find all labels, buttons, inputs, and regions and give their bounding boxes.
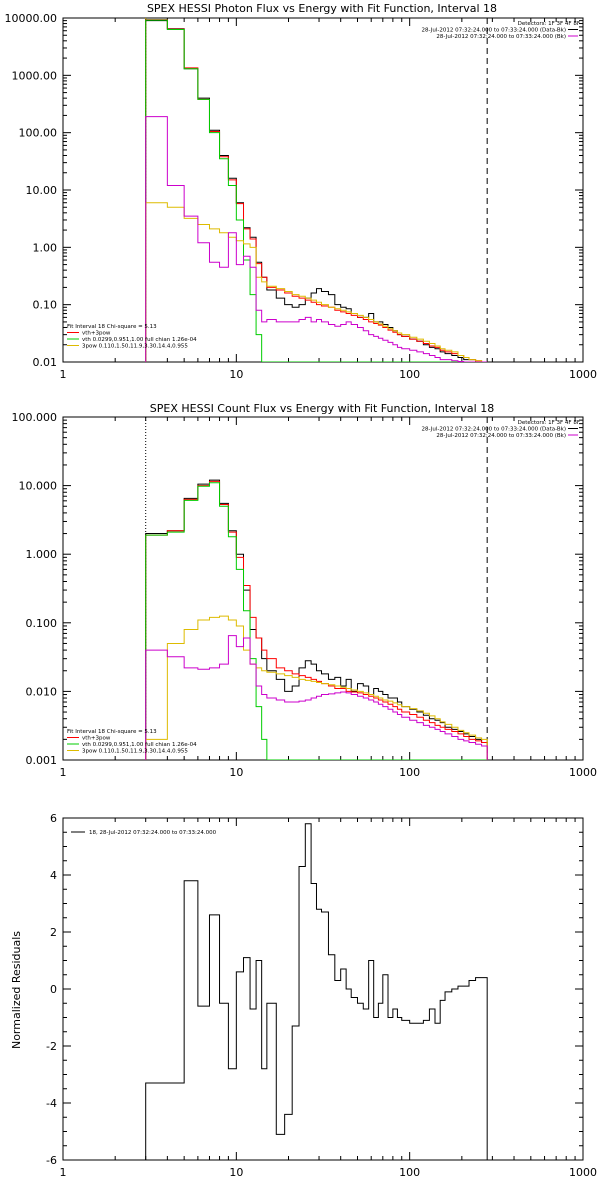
plot-frame xyxy=(62,17,584,363)
x-tick-label: 1 xyxy=(60,766,67,779)
x-tick-label: 10 xyxy=(229,368,243,381)
y-tick-label: 0.001 xyxy=(26,754,58,767)
x-tick-label: 1 xyxy=(60,368,67,381)
residuals-y-label: Normalized Residuals xyxy=(10,931,23,1049)
y-tick-label: 0.100 xyxy=(26,617,58,630)
x-tick-label: 10 xyxy=(229,1166,243,1179)
y-tick-label: -6 xyxy=(46,1154,57,1167)
legend-top-text: 28-Jul-2012 07:32:24.000 to 07:33:24.000… xyxy=(422,28,567,34)
series-line xyxy=(145,19,488,362)
y-tick-label: 100.00 xyxy=(19,127,58,140)
y-tick-label: 0.010 xyxy=(26,685,58,698)
legend-bottom-text: vth+3pow xyxy=(82,331,111,337)
photon-flux-plot: 1 10 100 1000 0.01 0.10 1.00 10.00 100.00 1000.00… xyxy=(5,12,598,381)
series-line xyxy=(145,482,488,760)
legend-top-text: 28-Jul-2012 07:32:24.000 to 07:33:24.000… xyxy=(422,427,567,433)
y-tick-label: 1.00 xyxy=(33,241,58,254)
y-tick-label: 6 xyxy=(50,812,57,825)
x-tick-label: 1 xyxy=(60,1166,67,1179)
photon-flux-title: SPEX HESSI Photon Flux vs Energy with Fi… xyxy=(147,2,497,15)
series-line xyxy=(145,823,488,1160)
x-tick-label: 10 xyxy=(229,766,243,779)
y-tick-label: 10.00 xyxy=(26,184,58,197)
y-tick-label: 10000.00 xyxy=(5,12,58,25)
series-group xyxy=(145,19,488,362)
count-flux-panel: SPEX HESSI Count Flux vs Energy with Fit… xyxy=(12,402,598,779)
series-group xyxy=(145,823,488,1160)
photon-flux-panel: SPEX HESSI Photon Flux vs Energy with Fi… xyxy=(5,2,598,381)
series-line xyxy=(145,116,488,362)
legend-top-text: Detectors: 1F 3F 4F 8F xyxy=(518,21,580,27)
legend-bottom-text: vth 0.0299,0.951,1.00 full chian 1.26e-0… xyxy=(82,337,197,343)
legend-bottom-text: Fit Interval 18 Chi-square = 5.13 xyxy=(67,729,157,735)
y-tick-label: 1000.00 xyxy=(12,69,58,82)
legend-bottom-text: vth 0.0299,0.951,1.00 full chian 1.26e-0… xyxy=(82,742,197,748)
legend-top-text: Detectors: 1F 3F 4F 8F xyxy=(518,420,580,426)
series-line xyxy=(145,479,488,760)
x-tick-label: 100 xyxy=(399,1166,420,1179)
legend-text: 18, 28-Jul-2012 07:32:24.000 to 07:33:24… xyxy=(89,830,217,836)
y-tick-label: 0.01 xyxy=(33,356,58,369)
legend-bottom-text: Fit Interval 18 Chi-square = 5.13 xyxy=(67,324,157,330)
residuals-panel: Normalized Residuals 1 10 100 1000 -6 -4 -2 0 2 4… xyxy=(10,812,597,1179)
legend-bottom-text: 3pow 0.110,1.50,11.9,3.30,14.4,0.955 xyxy=(82,344,188,350)
y-tick-label: 1.000 xyxy=(26,548,58,561)
x-tick-label: 100 xyxy=(399,766,420,779)
series-line xyxy=(145,202,488,362)
plot-frame xyxy=(62,817,584,1161)
legend-bottom-text: 3pow 0.110,1.50,11.9,3.30,14.4,0.955 xyxy=(82,749,188,755)
x-tick-label: 100 xyxy=(399,368,420,381)
legend-bottom-text: vth+3pow xyxy=(82,736,111,742)
series-line xyxy=(145,635,488,760)
y-tick-label: -4 xyxy=(46,1097,57,1110)
y-tick-label: -2 xyxy=(46,1040,57,1053)
y-tick-label: 0 xyxy=(50,983,57,996)
series-line xyxy=(145,615,488,760)
plot-frame xyxy=(62,416,584,761)
x-tick-label: 1000 xyxy=(569,368,597,381)
series-line xyxy=(145,20,488,362)
x-tick-label: 1000 xyxy=(569,1166,597,1179)
y-tick-label: 4 xyxy=(50,869,57,882)
series-group xyxy=(145,479,488,760)
series-line xyxy=(145,480,488,760)
legend-top-text: 28-Jul-2012 07:32:24.000 to 07:33:24.000… xyxy=(436,34,566,40)
x-tick-label: 1000 xyxy=(569,766,597,779)
y-tick-label: 10.000 xyxy=(19,480,58,493)
y-tick-label: 0.10 xyxy=(33,299,58,312)
residuals-plot: 1 10 100 1000 -6 -4 -2 0 2 4 6 18, 28-Jul-2012 07:3… xyxy=(46,812,597,1179)
y-tick-label: 2 xyxy=(50,926,57,939)
legend-top-text: 28-Jul-2012 07:32:24.000 to 07:33:24.000… xyxy=(436,433,566,439)
count-flux-plot: 1 10 100 1000 0.001 0.010 0.100 1.000 10.000 100.… xyxy=(12,411,598,779)
series-line xyxy=(145,19,488,362)
y-tick-label: 100.000 xyxy=(12,411,58,424)
count-flux-title: SPEX HESSI Count Flux vs Energy with Fit… xyxy=(150,402,494,415)
